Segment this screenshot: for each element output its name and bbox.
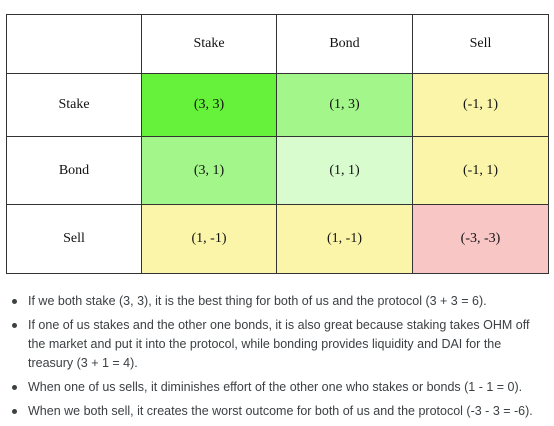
table-row-stake: Stake (3, 3) (1, 3) (-1, 1) <box>6 73 549 138</box>
list-item: When we both sell, it creates the worst … <box>6 402 546 421</box>
list-item: When one of us sells, it diminishes effo… <box>6 378 546 397</box>
table-header-row: Stake Bond Sell <box>6 13 549 75</box>
column-header-sell: Sell <box>412 13 549 75</box>
column-header-stake: Stake <box>141 13 277 75</box>
corner-cell <box>6 13 142 75</box>
payoff-cell: (-1, 1) <box>412 73 549 138</box>
note-text: If one of us stakes and the other one bo… <box>28 318 530 370</box>
payoff-cell: (-1, 1) <box>412 136 549 205</box>
bullet-icon <box>12 323 17 328</box>
note-text: When we both sell, it creates the worst … <box>28 404 533 418</box>
payoff-cell: (1, 3) <box>276 73 413 138</box>
table-row-sell: Sell (1, -1) (1, -1) (-3, -3) <box>6 203 549 275</box>
list-item: If one of us stakes and the other one bo… <box>6 316 546 373</box>
note-text: When one of us sells, it diminishes effo… <box>28 380 523 394</box>
list-item: If we both stake (3, 3), it is the best … <box>6 292 546 311</box>
row-header-sell: Sell <box>6 203 142 275</box>
payoff-cell: (3, 1) <box>141 136 277 205</box>
payoff-matrix: Stake Bond Sell Stake (3, 3) (1, 3) (-1,… <box>6 13 549 275</box>
payoff-cell: (3, 3) <box>141 73 277 138</box>
column-header-bond: Bond <box>276 13 413 75</box>
payoff-cell: (1, -1) <box>141 203 277 275</box>
payoff-cell: (-3, -3) <box>412 203 549 275</box>
row-header-stake: Stake <box>6 73 142 138</box>
bullet-icon <box>12 299 17 304</box>
payoff-cell: (1, -1) <box>276 203 413 275</box>
table-row-bond: Bond (3, 1) (1, 1) (-1, 1) <box>6 136 549 205</box>
note-text: If we both stake (3, 3), it is the best … <box>28 294 487 308</box>
bullet-icon <box>12 385 17 390</box>
payoff-cell: (1, 1) <box>276 136 413 205</box>
row-header-bond: Bond <box>6 136 142 205</box>
bullet-icon <box>12 409 17 414</box>
explanation-list: If we both stake (3, 3), it is the best … <box>6 292 546 426</box>
